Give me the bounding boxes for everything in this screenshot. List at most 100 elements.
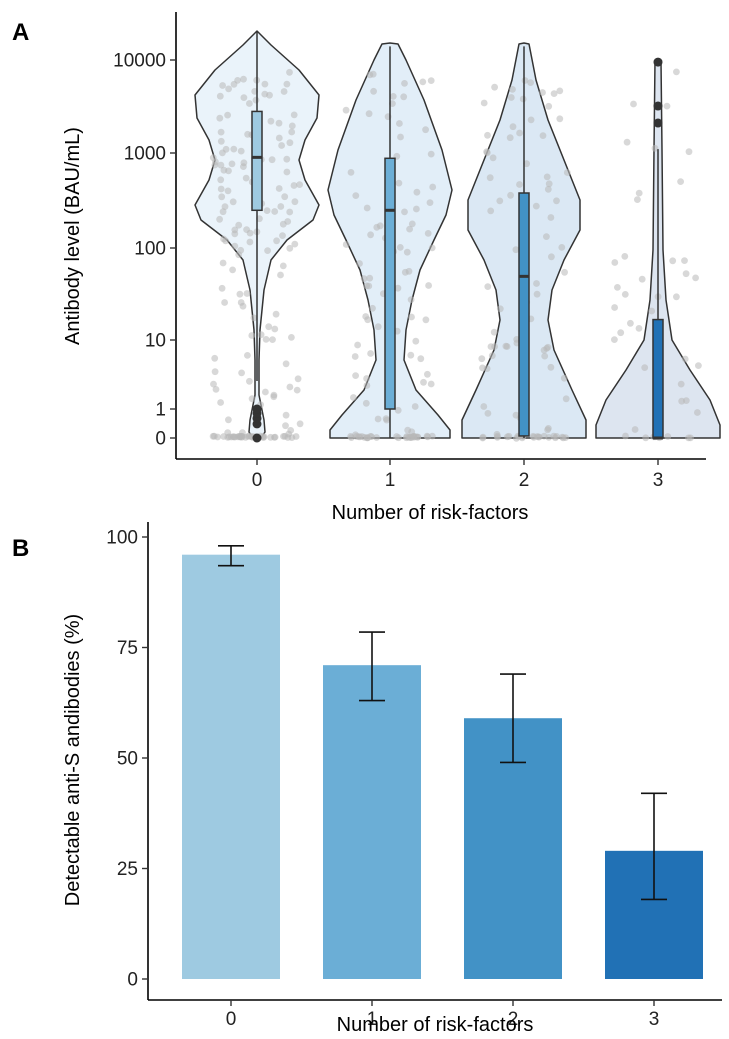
- jitter-point: [363, 375, 370, 382]
- jitter-point: [275, 119, 283, 127]
- jitter-point: [512, 246, 520, 254]
- jitter-point: [363, 382, 371, 389]
- y-tick-label: 75: [117, 638, 138, 659]
- jitter-point: [231, 242, 239, 250]
- jitter-point: [264, 247, 271, 255]
- jitter-point: [478, 355, 486, 363]
- jitter-point: [486, 174, 494, 182]
- jitter-point: [623, 138, 631, 146]
- jitter-point: [552, 434, 559, 442]
- jitter-point: [243, 290, 251, 297]
- jitter-point: [547, 363, 555, 371]
- x-tick-label: 3: [649, 1009, 660, 1030]
- jitter-point: [216, 215, 224, 223]
- jitter-point: [394, 284, 402, 292]
- jitter-point: [211, 368, 219, 376]
- jitter-point: [216, 114, 224, 122]
- bar-1: [323, 665, 421, 979]
- y-tick-label: 0: [127, 970, 138, 991]
- jitter-point: [279, 232, 286, 240]
- jitter-point: [641, 364, 649, 371]
- jitter-point: [229, 266, 237, 274]
- x-axis-title: Number of risk-factors: [337, 1014, 534, 1036]
- y-ticks: 0 25 50 75 100: [106, 528, 148, 991]
- jitter-point: [664, 433, 672, 440]
- jitter-point: [556, 87, 564, 95]
- jitter-point: [294, 375, 302, 383]
- jitter-point: [621, 253, 629, 260]
- jitter-point: [562, 395, 570, 403]
- jitter-point: [216, 92, 224, 100]
- jitter-point: [489, 154, 497, 162]
- jitter-point: [547, 214, 555, 221]
- jitter-point: [267, 117, 275, 125]
- jitter-point: [237, 147, 245, 155]
- jitter-point: [286, 383, 294, 391]
- jitter-point: [677, 380, 685, 388]
- jitter-point: [218, 284, 226, 292]
- jitter-point: [220, 166, 228, 174]
- jitter-point: [673, 293, 680, 301]
- jitter-point: [248, 332, 256, 339]
- jitter-point: [494, 432, 501, 440]
- jitter-point: [374, 323, 382, 331]
- jitter-point: [516, 181, 523, 188]
- jitter-point: [212, 386, 220, 393]
- jitter-point: [280, 88, 288, 95]
- y-axis-title: Detectable anti-S andibodies (%): [62, 614, 84, 906]
- jitter-point: [352, 372, 359, 379]
- box-2: [518, 192, 530, 437]
- bar-0: [182, 554, 280, 979]
- jitter-point: [509, 123, 517, 131]
- jitter-point: [540, 346, 548, 354]
- x-tick-label: 0: [252, 470, 263, 491]
- jitter-point: [545, 425, 552, 432]
- jitter-point: [484, 410, 492, 417]
- jitter-point: [483, 149, 491, 157]
- jitter-point: [533, 280, 540, 287]
- jitter-point: [490, 328, 498, 336]
- jitter-point: [394, 406, 402, 414]
- jitter-point: [270, 393, 278, 401]
- jitter-point: [545, 180, 553, 188]
- jitter-point: [397, 133, 404, 141]
- jitter-point: [407, 351, 415, 359]
- jitter-point: [257, 331, 265, 339]
- jitter-point: [235, 251, 243, 259]
- jitter-point: [507, 191, 514, 199]
- jitter-point: [252, 96, 260, 104]
- jitter-point: [401, 208, 408, 216]
- jitter-point: [694, 409, 701, 416]
- jitter-point: [279, 220, 287, 228]
- jitter-point: [532, 202, 540, 210]
- jitter-point: [271, 325, 279, 333]
- jitter-point: [611, 259, 619, 266]
- y-axis-title: Antibody level (BAU/mL): [62, 127, 84, 345]
- jitter-point: [406, 225, 413, 233]
- jitter-point: [411, 403, 419, 410]
- jitter-point: [363, 204, 371, 212]
- jitter-point: [242, 174, 250, 182]
- jitter-point: [682, 270, 690, 278]
- box-layer: [251, 31, 664, 443]
- jitter-point: [246, 100, 253, 107]
- jitter-point: [219, 82, 227, 89]
- box-outlier: [252, 404, 262, 414]
- jitter-point: [424, 230, 432, 237]
- jitter-point: [496, 305, 504, 313]
- jitter-point: [277, 203, 285, 210]
- jitter-point: [408, 220, 416, 228]
- jitter-point: [509, 86, 516, 93]
- jitter-point: [238, 433, 246, 441]
- jitter-point: [496, 197, 504, 205]
- jitter-point: [395, 179, 403, 187]
- jitter-point: [533, 290, 541, 298]
- jitter-point: [389, 93, 397, 100]
- jitter-point: [262, 336, 270, 343]
- jitter-point: [296, 181, 303, 189]
- jitter-point: [396, 120, 403, 127]
- jitter-point: [277, 271, 284, 279]
- jitter-point: [376, 222, 384, 230]
- box-outlier: [653, 118, 663, 128]
- jitter-point: [269, 336, 276, 343]
